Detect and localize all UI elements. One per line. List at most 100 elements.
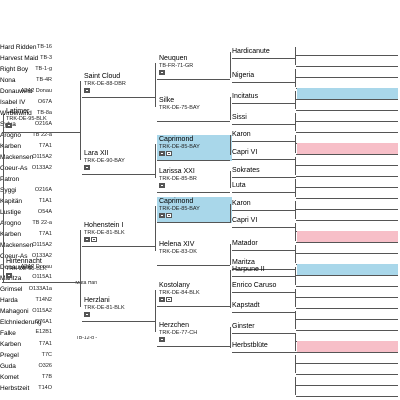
- ancestor-name[interactable]: Hardicanute: [232, 48, 270, 55]
- ancestor-name[interactable]: Herzchen: [159, 322, 189, 329]
- ancestor-name[interactable]: Karben: [0, 143, 21, 150]
- connector-line: [230, 171, 231, 188]
- ancestor-name[interactable]: Karben: [0, 231, 21, 238]
- ancestor-code: TRK-DE-90-BAY: [84, 158, 125, 164]
- ancestor-name[interactable]: Capri VI: [232, 217, 258, 224]
- ancestor-name[interactable]: Lustige: [0, 209, 21, 216]
- ancestor-code: TRK-DE-81-BLK: [84, 230, 125, 236]
- ancestor-name[interactable]: Falke: [0, 330, 16, 337]
- ancestor-name[interactable]: Pregel: [0, 352, 19, 359]
- ancestor-code: TB 22-a: [32, 132, 52, 138]
- connector-line: [80, 81, 81, 160]
- ancestor-code: TB-8a: [37, 110, 52, 116]
- camera-icon[interactable]: [84, 165, 90, 170]
- ancestor-name[interactable]: Wirbelwind: [0, 110, 32, 117]
- ancestor-name[interactable]: Donauwind: [0, 264, 33, 271]
- connector-line: [296, 352, 398, 353]
- ancestor-name[interactable]: Mackensen: [0, 154, 34, 161]
- connector-line: [296, 66, 398, 67]
- ancestor-name[interactable]: Larissa XXI: [159, 168, 195, 175]
- ancestor-name[interactable]: Kostolany: [159, 282, 190, 289]
- ancestor-name[interactable]: Karben: [0, 341, 21, 348]
- camera-icon[interactable]: [159, 337, 165, 342]
- ancestor-name[interactable]: Helena XIV: [159, 241, 195, 248]
- ancestor-name[interactable]: Grimsel: [0, 286, 23, 293]
- connector-line: [295, 134, 296, 153]
- ancestor-name[interactable]: Komet: [0, 374, 19, 381]
- connector-line: [296, 209, 398, 210]
- document-icon[interactable]: [166, 151, 172, 156]
- ancestor-name[interactable]: Nigeria: [232, 72, 255, 79]
- ancestor-name[interactable]: Hohenstein I: [84, 222, 124, 229]
- ancestor-name[interactable]: Caprimond: [159, 198, 194, 205]
- ancestor-name[interactable]: Maritza: [0, 275, 22, 282]
- camera-icon[interactable]: [159, 297, 165, 302]
- ancestor-code: T7B: [41, 374, 52, 380]
- ancestor-name[interactable]: Syggi: [0, 187, 17, 194]
- ancestor-name[interactable]: Lara XII: [84, 150, 109, 157]
- ancestor-name[interactable]: Hard Ridden: [0, 44, 37, 51]
- ancestor-name[interactable]: Donauwind: [0, 88, 33, 95]
- ancestor-name[interactable]: Maritza: [232, 259, 255, 266]
- ancestor-name[interactable]: Isabel IV: [0, 99, 26, 106]
- ancestor-name[interactable]: Incitatus: [232, 93, 259, 100]
- ancestor-name[interactable]: Herbstzeit: [0, 385, 30, 392]
- connector-line: [295, 376, 296, 395]
- camera-icon[interactable]: [159, 70, 165, 75]
- camera-icon[interactable]: [84, 237, 90, 242]
- ancestor-name[interactable]: Herbstblüte: [232, 342, 268, 349]
- connector-line: [230, 52, 231, 78]
- ancestor-name[interactable]: Caprimond: [159, 136, 194, 143]
- ancestor-code: T14N2: [35, 297, 52, 303]
- ancestor-name[interactable]: Arogno: [0, 132, 21, 139]
- camera-icon[interactable]: [84, 312, 90, 317]
- ancestor-name[interactable]: Neuquen: [159, 55, 188, 62]
- ancestor-name[interactable]: Luta: [232, 182, 246, 189]
- ancestor-name[interactable]: Saint Cloud: [84, 73, 121, 80]
- ancestor-name[interactable]: Elchniederung: [0, 319, 42, 326]
- ancestor-name[interactable]: Sokrates: [232, 167, 260, 174]
- ancestor-name[interactable]: Herzlani: [84, 297, 110, 304]
- connector-line: [296, 77, 398, 78]
- ancestor-name[interactable]: Enrico Caruso: [232, 282, 277, 289]
- ancestor-name[interactable]: Kapitän: [0, 198, 23, 205]
- ancestor-name[interactable]: Nona: [0, 77, 16, 84]
- ancestor-name[interactable]: Patron: [0, 176, 20, 183]
- ancestor-name[interactable]: Coeur-As: [0, 253, 28, 260]
- camera-icon[interactable]: [159, 151, 165, 156]
- camera-icon[interactable]: [159, 213, 165, 218]
- camera-icon[interactable]: [6, 123, 12, 128]
- ancestor-code: O115A2: [32, 154, 52, 160]
- ancestor-name[interactable]: Guda: [0, 363, 16, 370]
- ancestor-name[interactable]: Coeur-As: [0, 165, 28, 172]
- document-icon[interactable]: [166, 213, 172, 218]
- ancestor-code: T7A1: [38, 341, 52, 347]
- connector-line: [155, 290, 156, 332]
- ancestor-name[interactable]: Harda: [0, 297, 18, 304]
- ancestor-name[interactable]: Arogno: [0, 220, 21, 227]
- ancestor-name[interactable]: Karon: [232, 200, 251, 207]
- camera-icon[interactable]: [6, 273, 12, 278]
- ancestor-code: O216A: [34, 121, 52, 127]
- ancestor-name[interactable]: Harvest Maid: [0, 55, 39, 62]
- ancestor-name[interactable]: Harpune II: [232, 266, 265, 273]
- ancestor-name[interactable]: Ginster: [232, 323, 255, 330]
- ancestor-name[interactable]: Sissi: [232, 114, 247, 121]
- ancestor-name[interactable]: Silke: [159, 97, 175, 104]
- ancestor-name[interactable]: Mackensen: [0, 242, 34, 249]
- camera-icon[interactable]: [159, 183, 165, 188]
- ancestor-name[interactable]: Right Boy: [0, 66, 29, 73]
- document-icon[interactable]: [166, 297, 172, 302]
- connector-line: [296, 297, 398, 298]
- ancestor-code: T7C: [41, 352, 52, 358]
- ancestor-name[interactable]: Capri VI: [232, 149, 258, 156]
- camera-icon[interactable]: [84, 88, 90, 93]
- connector-line: [82, 246, 155, 247]
- horse-name[interactable]: Hirtennacht: [6, 258, 42, 265]
- ancestor-name[interactable]: Mahagoni: [0, 308, 29, 315]
- ancestor-name[interactable]: Karon: [232, 131, 251, 138]
- ancestor-name[interactable]: Matador: [232, 240, 258, 247]
- document-icon[interactable]: [91, 237, 97, 242]
- horse-name[interactable]: Latimer: [6, 108, 30, 115]
- ancestor-name[interactable]: Kapstadt: [232, 302, 260, 309]
